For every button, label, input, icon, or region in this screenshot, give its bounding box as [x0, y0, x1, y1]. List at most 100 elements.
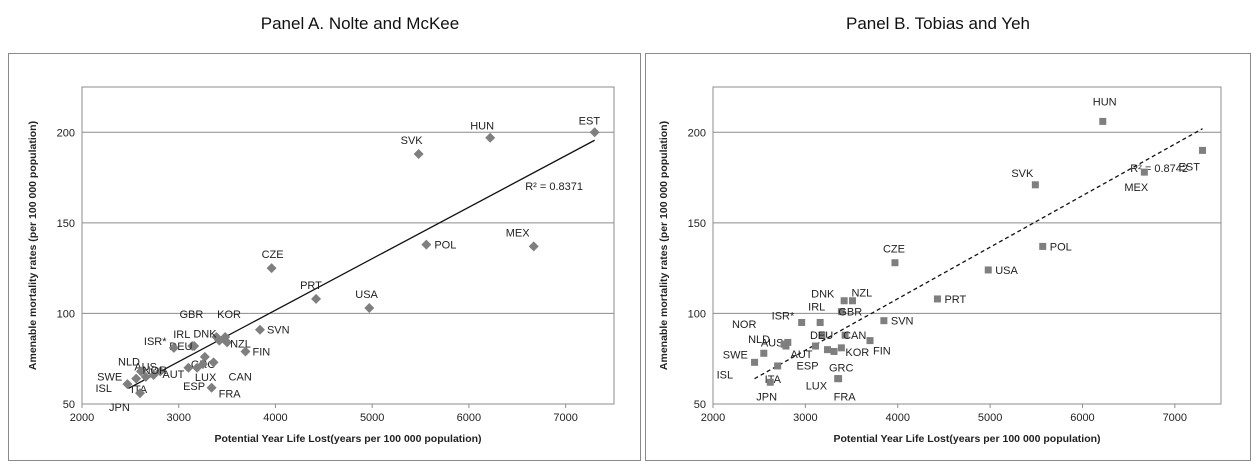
panel-b-point-swe-label: SWE	[723, 349, 748, 361]
panel-a-point-isl	[122, 379, 133, 390]
panel-b-point-prt	[933, 295, 941, 303]
panel-a-point-grc	[199, 351, 210, 362]
panel-b-point-mex	[1140, 168, 1148, 176]
panel-b-point-gbr	[837, 308, 845, 316]
panel-b-point-est-label: EST	[1179, 161, 1201, 173]
panel-b-point-fra	[835, 375, 843, 383]
panel-b-point-esp	[824, 346, 832, 354]
panel-b-point-aut	[812, 342, 820, 350]
panel-a-point-swe	[131, 373, 142, 384]
panel-b-point-usa-label: USA	[995, 265, 1018, 277]
panel-a-point-aut-label: AUT	[162, 369, 184, 381]
panel-a-point-gbr-label: GBR	[179, 309, 203, 321]
panel-a-y-axis-title: Amenable mortality rates (per 100 000 po…	[27, 121, 39, 370]
panel-b-point-nzl-label: NZL	[851, 288, 872, 300]
panel-b-point-deu	[818, 331, 826, 339]
panel-a-point-nor	[148, 370, 159, 381]
panel-b-point-mex-label: MEX	[1124, 182, 1149, 194]
panel-b-point-fin	[866, 337, 874, 345]
panel-a-point-lux-label: LUX	[195, 372, 217, 384]
panel-a-point-esp-label: ESP	[183, 381, 205, 393]
panel-a-point-ita	[140, 371, 151, 382]
panel-a-x-tick-label: 4000	[263, 412, 287, 424]
panel-a-point-svn	[254, 324, 265, 335]
panel-a-point-hun-label: HUN	[470, 121, 494, 133]
panel-b-point-aus	[784, 338, 792, 346]
panel-a-point-jpn	[135, 388, 146, 399]
panel-a-point-svk-label: SVK	[401, 135, 424, 147]
panel-a-point-dnk-label: DNK	[193, 329, 217, 341]
panel-b-x-axis-title: Potential Year Life Lost(years per 100 0…	[833, 433, 1100, 445]
panel-a-point-svk	[413, 149, 424, 160]
panel-a-point-est	[589, 127, 600, 138]
panel-b-y-tick-label: 50	[694, 399, 706, 411]
panel-b-point-est	[1199, 146, 1207, 154]
panel-a-point-mex-label: MEX	[506, 227, 531, 239]
panel-b-point-isr	[798, 318, 806, 326]
panel-b-frame: 50 100 150 200 2000 3000 4000 5000 6000 7000 Poten…	[645, 53, 1251, 461]
panel-b-point-fra-label: FRA	[834, 392, 857, 404]
panel-b-point-dnk-label: DNK	[811, 289, 835, 301]
panel-a-point-hun	[485, 132, 496, 143]
panel-a-point-aus	[155, 366, 166, 377]
panel-b-point-cze-label: CZE	[883, 244, 905, 256]
panel-b-point-isl	[751, 358, 759, 366]
panel-b-point-isl-label: ISL	[717, 369, 734, 381]
panel-b-y-tick-label: 100	[688, 308, 706, 320]
panel-b-point-svn	[880, 317, 888, 325]
panel-b-point-isr-label: ISR*	[772, 310, 795, 322]
panel-b-point-irl	[816, 318, 824, 326]
panel-b-y-tick-label: 200	[688, 127, 706, 139]
panel-b-point-grc	[830, 347, 838, 355]
panel-b-point-swe	[760, 349, 768, 357]
panel-a-y-tick-label: 200	[57, 127, 75, 139]
panel-a-point-kor-label: KOR	[217, 309, 241, 321]
panel-b-point-nzl	[848, 297, 856, 305]
panel-a-point-nzl	[222, 337, 233, 348]
panel-b-point-fin-label: FIN	[873, 346, 891, 358]
panel-b-point-can-label: CAN	[843, 330, 866, 342]
panel-b-point-ita	[774, 362, 782, 370]
panel-a-point-fin	[240, 346, 251, 357]
panel-b-point-svk	[1031, 181, 1039, 189]
panel-b-point-prt-label: PRT	[944, 294, 966, 306]
panel-b-x-tick-label: 3000	[793, 412, 817, 424]
panel-a-y-tick-label: 50	[63, 399, 75, 411]
panel-b-point-aut-label: AUT	[791, 349, 813, 361]
panel-a-y-tick-label: 100	[57, 308, 75, 320]
panel-b-point-esp-label: ESP	[797, 361, 819, 373]
panel-b-x-tick-label: 4000	[885, 412, 909, 424]
panel-b-point-irl-label: IRL	[808, 301, 825, 313]
panel-b-point-aus-label: AUS	[761, 337, 784, 349]
panel-b-point-nor-label: NOR	[732, 319, 757, 331]
panel-b-point-nld	[780, 340, 788, 348]
panel-a-point-svn-label: SVN	[267, 325, 290, 337]
panel-b-x-tick-label: 5000	[978, 412, 1002, 424]
panel-a-y-tick-label: 150	[57, 218, 75, 230]
panel-a-x-tick-label: 5000	[360, 412, 384, 424]
panel-a-point-deu	[187, 341, 198, 352]
panel-b-point-can	[841, 331, 849, 339]
panel-b-point-hun	[1099, 117, 1107, 125]
panel-b-point-svk-label: SVK	[1011, 168, 1034, 180]
panel-b-title: Panel B. Tobias and Yeh	[845, 14, 1030, 33]
panel-b-point-hun-label: HUN	[1093, 96, 1117, 108]
panel-a-point-mex	[528, 241, 539, 252]
panel-a-point-usa	[364, 302, 375, 313]
panel-a-point-can-label: CAN	[229, 371, 252, 383]
panel-a-point-isr	[168, 342, 179, 353]
panel-a-plot-area	[81, 86, 615, 405]
panel-a-trendline	[128, 139, 595, 389]
panel-a-r2-label: R² = 0.8371	[525, 181, 583, 193]
panel-a-point-jpn-label: JPN	[109, 402, 130, 414]
panel-a-point-fra-label: FRA	[219, 389, 242, 401]
panel-b-x-tick-label: 2000	[701, 412, 725, 424]
panel-b-point-grc-label: GRC	[829, 362, 854, 374]
panel-b-x-tick-label: 6000	[1070, 412, 1094, 424]
panel-b-chart: 50 100 150 200 2000 3000 4000 5000 6000 7000 Poten…	[658, 86, 1222, 445]
panel-a-point-nld-label: NLD	[118, 356, 140, 368]
panel-b-y-tick-label: 150	[688, 218, 706, 230]
panel-a-point-nzl-label: NZL	[230, 338, 251, 350]
panel-a-x-tick-label: 7000	[553, 412, 577, 424]
panel-b-point-pol	[1039, 242, 1047, 250]
